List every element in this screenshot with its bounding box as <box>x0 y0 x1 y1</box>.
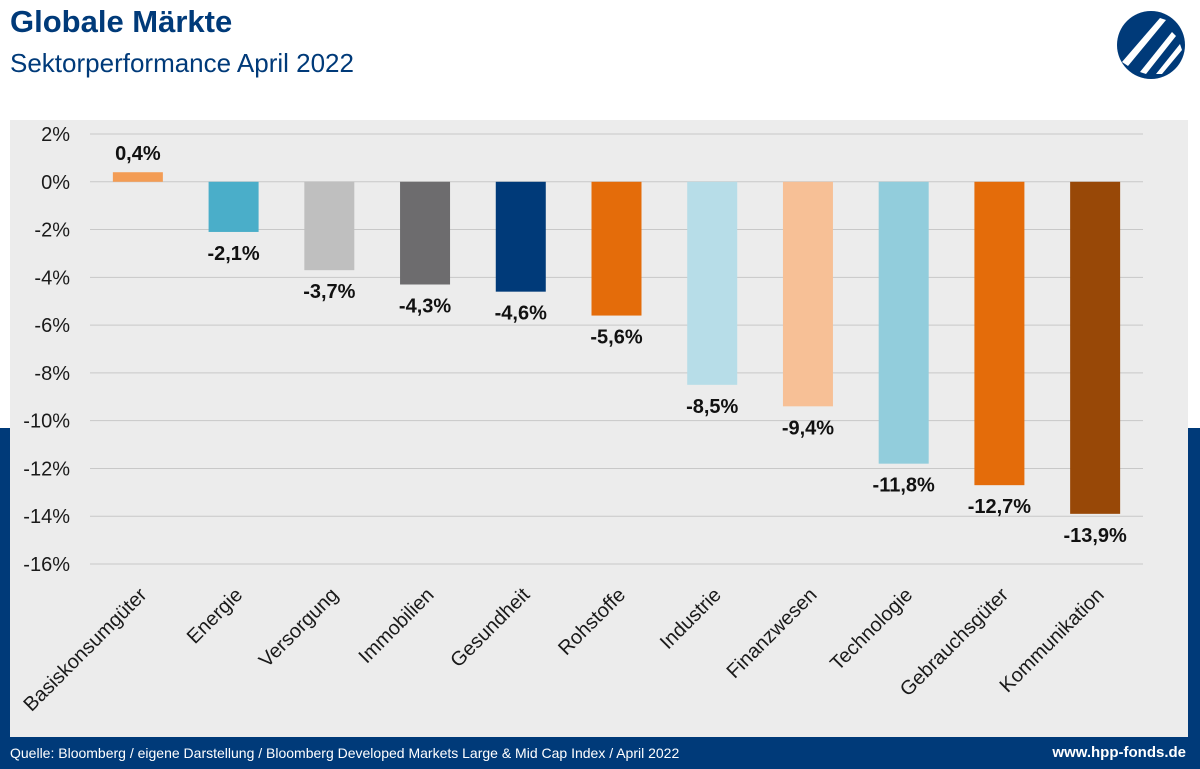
data-label: -11,8% <box>873 475 935 497</box>
data-label: -13,9% <box>1063 525 1127 547</box>
y-tick-label: -8% <box>34 363 70 385</box>
y-tick-label: -12% <box>23 458 70 480</box>
bar <box>495 181 546 292</box>
y-tick-label: -10% <box>23 411 70 433</box>
data-label: -12,7% <box>968 496 1032 518</box>
x-tick-label: Technologie <box>826 584 917 675</box>
bar <box>687 181 738 385</box>
bar <box>974 181 1025 486</box>
page-subtitle: Sektorperformance April 2022 <box>10 48 354 78</box>
bar <box>591 181 642 316</box>
y-tick-label: -14% <box>23 506 70 528</box>
hpp-logo-icon <box>1117 11 1185 79</box>
data-label: -4,3% <box>399 296 451 318</box>
y-tick-label: -16% <box>23 554 70 576</box>
y-tick-label: 2% <box>41 124 70 146</box>
y-tick-label: -6% <box>34 315 70 337</box>
x-tick-label: Kommunikation <box>996 584 1109 697</box>
chart-panel: 2% 0% -2% -4% -6% -8% -10% -12% -14% -16% 0,4% Basi… <box>10 120 1188 737</box>
bar <box>1070 181 1121 514</box>
x-tick-label: Finanzwesen <box>723 584 822 683</box>
y-tick-label: -4% <box>34 267 70 289</box>
bar-chart: 2% 0% -2% -4% -6% -8% -10% -12% -14% -16% 0,4% Basi… <box>20 124 1143 716</box>
data-label: -9,4% <box>782 417 834 439</box>
data-label: -5,6% <box>590 327 642 349</box>
x-tick-label: Versorgung <box>255 584 343 672</box>
x-tick-label: Gesundheit <box>446 584 534 672</box>
bar <box>304 181 355 271</box>
bar <box>782 181 833 407</box>
bar <box>208 181 259 232</box>
data-label: -2,1% <box>207 243 259 265</box>
data-label: -4,6% <box>495 303 547 325</box>
data-label: 0,4% <box>115 143 161 165</box>
data-label: -3,7% <box>303 281 355 303</box>
bar <box>400 181 451 285</box>
x-tick-label: Immobilien <box>355 584 439 668</box>
website-link[interactable]: www.hpp-fonds.de <box>1052 744 1186 761</box>
data-label: -8,5% <box>686 396 738 418</box>
x-tick-label: Rohstoffe <box>554 584 630 660</box>
bar <box>878 181 929 464</box>
bar <box>112 172 163 182</box>
y-tick-label: -2% <box>34 220 70 242</box>
page-title: Globale Märkte <box>10 4 233 39</box>
source-note: Quelle: Bloomberg / eigene Darstellung /… <box>10 745 680 761</box>
x-tick-label: Energie <box>183 584 247 648</box>
y-tick-label: 0% <box>41 172 70 194</box>
x-tick-label: Basiskonsumgüter <box>20 584 152 716</box>
x-tick-label: Industrie <box>656 584 726 654</box>
